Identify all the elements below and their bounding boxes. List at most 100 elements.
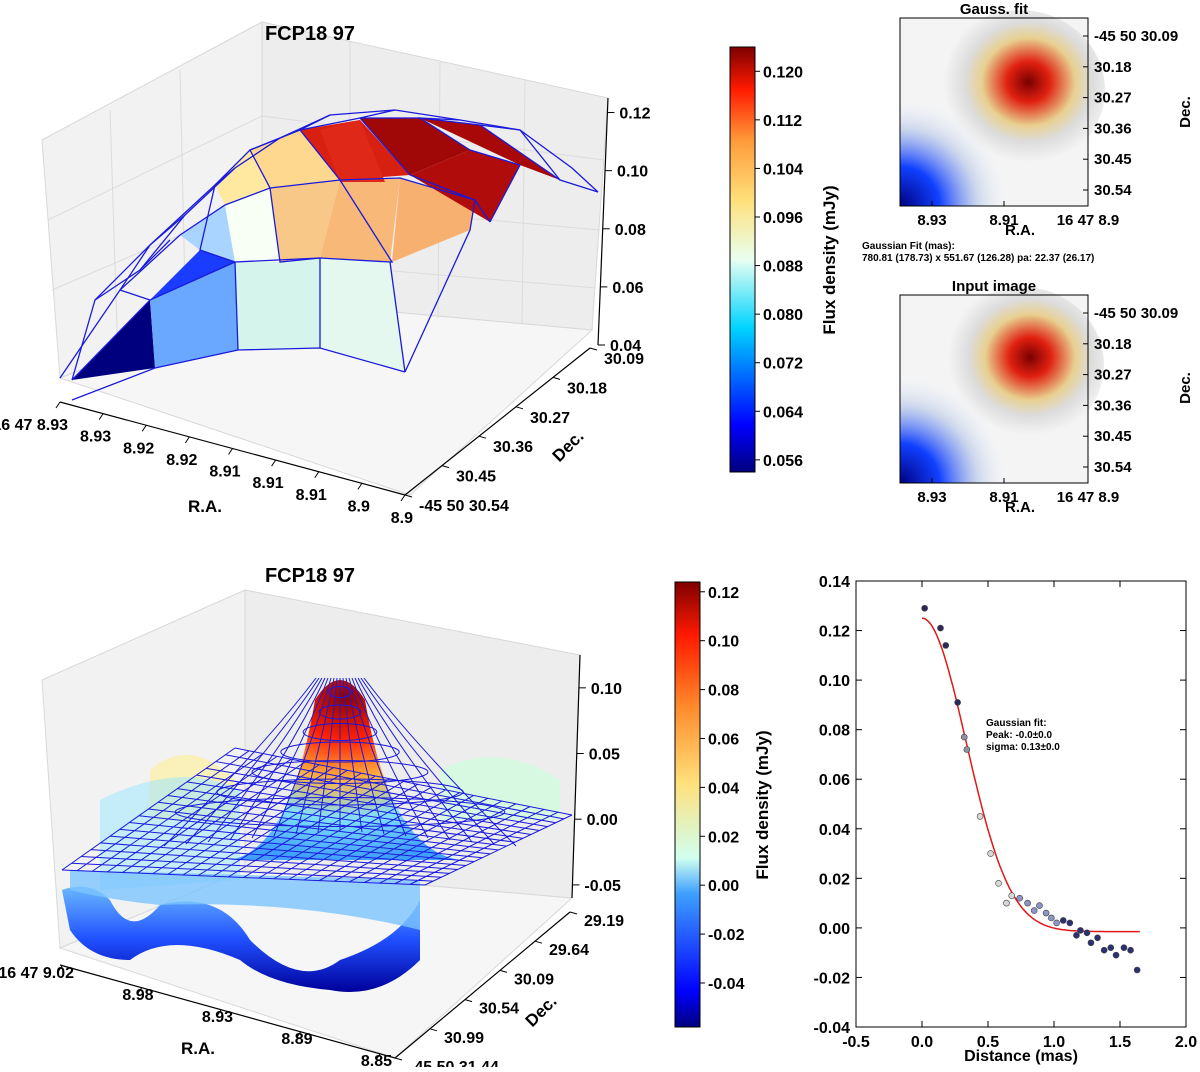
scatter-point <box>1042 909 1050 917</box>
input-image-frame <box>899 294 1089 484</box>
patch <box>320 178 400 262</box>
patch <box>180 205 235 262</box>
y-axis-line <box>404 347 591 496</box>
y-tick-label: 30.18 <box>1094 336 1132 353</box>
scatter-point <box>1003 899 1010 907</box>
grid-line <box>100 842 458 870</box>
x-tick-label: 8.91 <box>252 475 283 492</box>
x-tick-labels: 16 47 8.93 8.93 8.92 8.92 8.91 8.91 8.91 8.9 8.9 <box>0 401 413 527</box>
colorbar-tick-label: 0.12 <box>708 585 739 602</box>
peak-meridian <box>229 677 326 841</box>
y-tick-label: 30.36 <box>493 439 533 456</box>
y-tick <box>552 376 561 380</box>
colorbar-tick-label: 0.072 <box>763 356 803 373</box>
peak-meridian <box>251 677 329 839</box>
z-tick-label: 0.04 <box>610 338 641 355</box>
scatter-point <box>954 699 961 706</box>
grid-line <box>61 869 426 886</box>
colorbar-tick-label: 0.04 <box>708 780 739 797</box>
surface-bottom-title: FCP18 97 <box>265 565 355 587</box>
surface-patches <box>72 118 560 380</box>
colorbar-top-bar <box>729 46 756 473</box>
z-tick-label: -0.05 <box>584 878 621 895</box>
grid-line <box>167 794 515 843</box>
peak-meridian <box>295 677 335 835</box>
y-tick-labels: 30.09 30.18 30.27 30.36 30.45 -45 50 30.54 <box>404 347 644 515</box>
x-tick-label: 8.91 <box>296 487 327 504</box>
y-tick <box>429 1028 438 1032</box>
scatter-point <box>976 813 984 820</box>
scatter-point <box>942 642 950 649</box>
colorbar-top: 0.120 0.112 0.104 0.096 0.088 0.080 0.072 0.064… <box>729 46 839 473</box>
scatter-point <box>1077 927 1084 934</box>
x-tick-label: 1.0 <box>1043 1034 1065 1051</box>
scatter-point <box>963 746 971 753</box>
grid-line <box>129 822 483 859</box>
surface-wireframe <box>59 109 599 401</box>
peak-parallel <box>280 741 400 763</box>
scatter-point <box>1073 932 1080 939</box>
colorbar-top-label: Flux density (mJy) <box>820 185 839 334</box>
colorbar-bottom-label: Flux density (mJy) <box>753 730 772 879</box>
scatter-annotation-line1: Gaussian fit: <box>986 718 1047 729</box>
peak-parallel <box>251 760 429 784</box>
scatter-point <box>1053 919 1060 927</box>
y-tick-label: -45 50 30.09 <box>1094 28 1178 45</box>
radial-profile-plot: -0.04 -0.02 0.00 0.02 0.04 0.06 0.08 0.10 0.12 0.… <box>814 574 1198 1065</box>
grid-line <box>119 828 475 863</box>
x-tick-label: 0.0 <box>911 1034 933 1051</box>
colorbar-tick-label: -0.02 <box>708 927 745 944</box>
bottom-wireframe <box>61 747 573 886</box>
colorbar-tick-label: 0.06 <box>708 731 739 748</box>
y-tick <box>499 969 508 973</box>
x-tick <box>400 494 406 502</box>
patch <box>270 180 340 262</box>
grid-line <box>215 761 556 824</box>
x-tick-label: 8.9 <box>391 510 413 527</box>
colorbar-tick-label: 0.056 <box>763 453 803 470</box>
patch <box>320 258 405 372</box>
peak-parallel <box>216 778 464 806</box>
y-tick-label: 30.27 <box>530 410 570 427</box>
colorbar-tick-label: 0.120 <box>763 64 803 81</box>
mid-surface <box>70 870 420 930</box>
peak-meridian <box>185 677 320 845</box>
x-tick <box>57 965 63 973</box>
scatter-annotation-line3: sigma: 0.13±0.0 <box>986 742 1060 753</box>
y-tick-label: -0.02 <box>814 970 851 987</box>
peak-meridian <box>354 677 451 841</box>
scatter-point <box>1133 966 1141 974</box>
gauss-fit-xticks: 8.93 8.91 16 47 8.9 <box>917 201 1119 229</box>
scatter-point <box>1083 929 1091 937</box>
z-axis-line <box>571 654 581 899</box>
y-tick-label: -0.04 <box>814 1020 851 1037</box>
y-tick-label: 0.04 <box>819 822 850 839</box>
y-tick-label: 30.54 <box>1094 459 1132 476</box>
gauss-fit-yticks: -45 50 30.09 30.18 30.27 30.36 30.45 30.54 <box>1083 28 1178 199</box>
y-tick <box>478 435 487 439</box>
surface-bottom-xlabel: R.A. <box>181 1039 215 1058</box>
y-tick <box>464 999 473 1003</box>
x-tick-label: 16 47 8.93 <box>0 417 68 434</box>
peak-meridian <box>357 677 473 843</box>
x-tick-label: 16 47 8.9 <box>1057 212 1120 229</box>
input-image-corner <box>900 295 1088 483</box>
scatter-point <box>1112 951 1120 959</box>
x-tick <box>184 436 190 444</box>
scatter-point <box>1120 944 1128 952</box>
x-tick-label: 0.5 <box>977 1034 999 1051</box>
patch <box>360 118 470 175</box>
colorbar-tick-label: -0.04 <box>708 976 745 993</box>
y-tick-label: 0.08 <box>819 723 850 740</box>
y-tick-label: 0.12 <box>819 624 850 641</box>
y-tick-label: 29.64 <box>549 942 589 959</box>
z-tick-labels: 0.04 0.06 0.08 0.10 0.12 <box>598 106 651 355</box>
gauss-fit-image-panel: Gauss. fit 8.93 8.91 16 47 8.9 -45 50 30.0… <box>899 1 1194 239</box>
y-tick <box>441 465 450 469</box>
y-tick <box>394 1057 403 1061</box>
y-tick-label: 30.45 <box>1094 428 1132 445</box>
y-tick <box>404 494 413 498</box>
scatter-yticks: -0.04 -0.02 0.00 0.02 0.04 0.06 0.08 0.10 0.12 0.… <box>814 574 1186 1037</box>
peak-meridian <box>363 677 517 847</box>
scatter-annotation-line2: Peak: -0.0±0.0 <box>986 730 1053 741</box>
